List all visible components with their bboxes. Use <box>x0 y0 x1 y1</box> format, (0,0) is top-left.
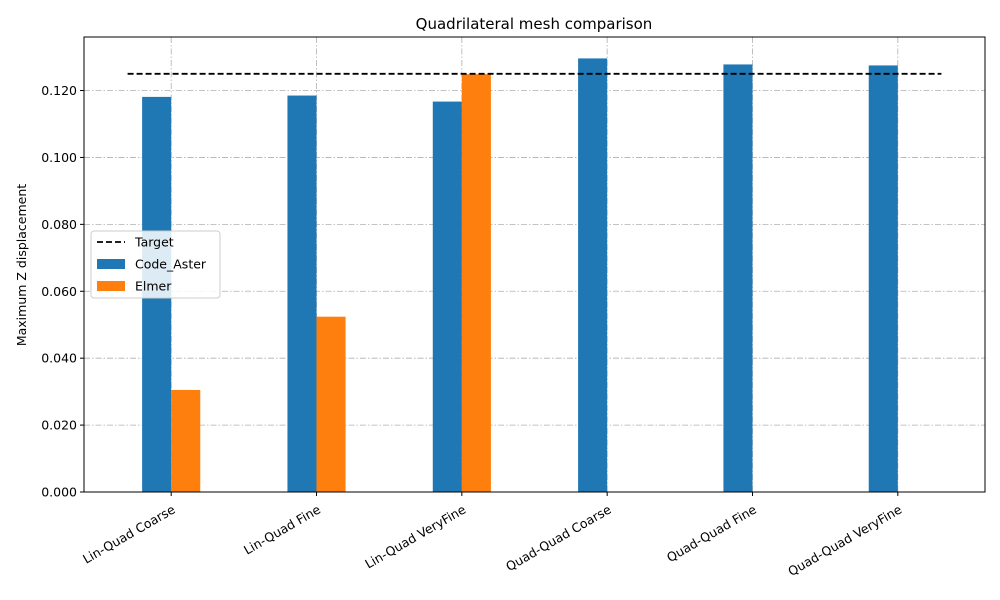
y-tick-label: 0.000 <box>41 485 77 500</box>
y-tick-label: 0.020 <box>41 418 77 433</box>
chart-title: Quadrilateral mesh comparison <box>416 15 653 33</box>
legend-label-code-aster: Code_Aster <box>135 257 207 272</box>
bar-elmer <box>171 389 201 492</box>
bar-code-aster <box>723 64 753 492</box>
bar-code-aster <box>432 101 462 492</box>
y-tick-label: 0.120 <box>41 83 77 98</box>
bar-code-aster <box>287 95 317 492</box>
legend-label-target: Target <box>134 235 174 250</box>
legend-label-elmer: Elmer <box>135 279 172 294</box>
y-tick-label: 0.060 <box>41 284 77 299</box>
legend-swatch-code-aster <box>97 259 125 269</box>
y-axis: 0.000 0.020 0.040 0.060 0.080 0.100 0.120 <box>41 83 84 500</box>
y-tick-label: 0.040 <box>41 351 77 366</box>
y-axis-label: Maximum Z displacement <box>14 184 29 346</box>
plot-frame <box>83 36 986 493</box>
bar-elmer <box>316 316 346 492</box>
y-tick-label: 0.080 <box>41 217 77 232</box>
legend: Target Code_Aster Elmer <box>90 230 221 299</box>
legend-swatch-elmer <box>97 281 125 291</box>
y-tick-label: 0.100 <box>41 150 77 165</box>
bar-elmer <box>461 74 491 492</box>
bar-code-aster <box>868 65 898 492</box>
bar-code-aster <box>578 58 608 492</box>
